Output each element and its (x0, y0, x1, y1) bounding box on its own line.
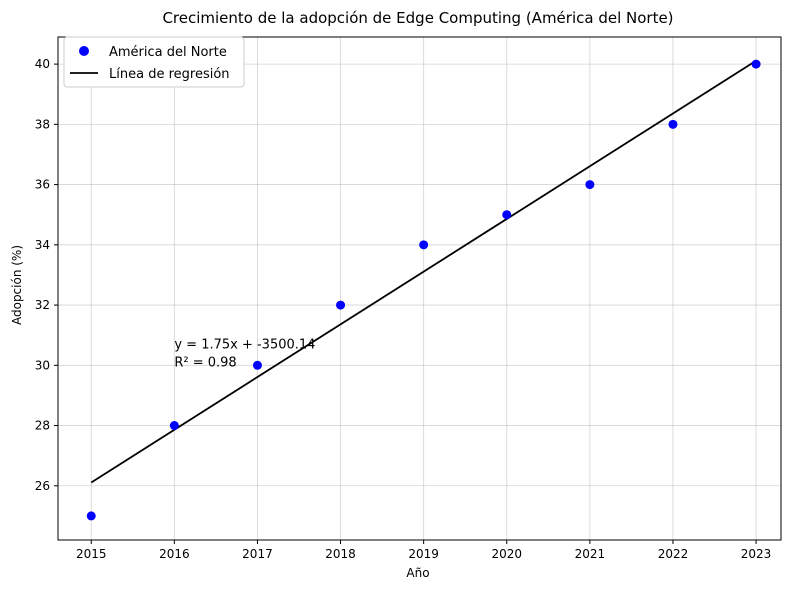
y-tick-label: 26 (35, 479, 50, 493)
x-tick-label: 2022 (658, 547, 689, 561)
y-tick-label: 40 (35, 57, 50, 71)
x-tick-label: 2023 (741, 547, 772, 561)
chart-title: Crecimiento de la adopción de Edge Compu… (162, 9, 673, 27)
y-tick-label: 32 (35, 298, 50, 312)
regression-annotation: y = 1.75x + -3500.14 R² = 0.98 (174, 337, 315, 370)
y-tick-label: 34 (35, 238, 50, 252)
legend: América del Norte Línea de regresión (63, 36, 245, 88)
x-tick-label: 2015 (76, 547, 107, 561)
legend-box (63, 36, 245, 88)
x-axis-label: Año (406, 566, 429, 580)
scatter-point (585, 180, 595, 190)
y-tick-label: 28 (35, 419, 50, 433)
y-tick-label: 36 (35, 178, 50, 192)
legend-scatter-label: América del Norte (109, 45, 227, 60)
regression-r2: R² = 0.98 (174, 355, 236, 370)
plot-frame (57, 36, 782, 541)
scatter-point (336, 300, 346, 310)
legend-line-label: Línea de regresión (109, 67, 230, 82)
y-axis-label: Adopción (%) (10, 245, 24, 325)
x-tick-label: 2018 (325, 547, 356, 561)
y-axis-ticks: 26 28 30 32 34 36 38 40 (35, 57, 58, 493)
scatter-point (419, 240, 429, 250)
regression-line (90, 60, 757, 484)
scatter-point (252, 360, 262, 370)
scatter-point (668, 119, 678, 129)
scatter-point (502, 210, 512, 220)
scatter-point (751, 59, 761, 69)
scatter-point (86, 511, 96, 521)
legend-scatter-marker (79, 46, 89, 56)
x-tick-label: 2017 (242, 547, 273, 561)
x-tick-label: 2020 (491, 547, 522, 561)
x-tick-label: 2019 (408, 547, 439, 561)
scatter-points (86, 59, 761, 521)
x-tick-label: 2021 (575, 547, 606, 561)
scatter-point (169, 421, 179, 431)
regression-line-group (90, 60, 757, 484)
y-tick-label: 30 (35, 358, 50, 372)
regression-equation: y = 1.75x + -3500.14 (174, 337, 315, 352)
x-tick-label: 2016 (159, 547, 190, 561)
y-tick-label: 38 (35, 117, 50, 131)
x-axis-ticks: 2015 2016 2017 2018 2019 2020 2021 2022 2023 (76, 540, 771, 561)
